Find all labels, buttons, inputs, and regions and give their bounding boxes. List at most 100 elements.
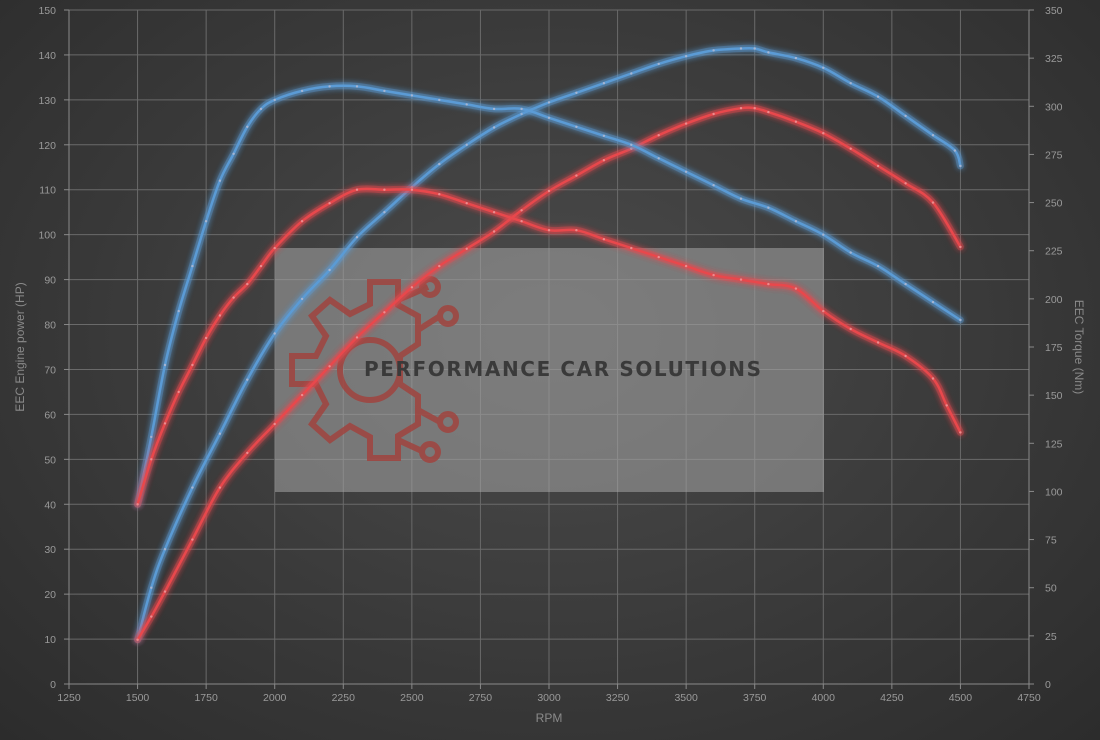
y-right-tick-label: 225 bbox=[1045, 246, 1063, 258]
series-point bbox=[218, 179, 222, 182]
series-point bbox=[273, 98, 276, 102]
series-3-left-axis bbox=[134, 185, 964, 508]
series-1-right-axis bbox=[134, 104, 964, 644]
series-point bbox=[822, 132, 825, 135]
series-layer bbox=[134, 44, 964, 644]
series-point bbox=[822, 309, 825, 313]
x-tick-label: 2750 bbox=[469, 692, 493, 704]
y-left-tick-label: 100 bbox=[38, 230, 56, 242]
series-point bbox=[904, 182, 907, 185]
y-right-tick-label: 125 bbox=[1045, 438, 1063, 450]
y-left-tick-label: 60 bbox=[44, 409, 56, 421]
y-left-tick-label: 40 bbox=[44, 499, 56, 511]
series-point bbox=[273, 332, 276, 335]
series-point bbox=[822, 66, 825, 70]
series-point bbox=[931, 300, 935, 304]
series-point bbox=[753, 47, 756, 50]
y-right-tick-label: 75 bbox=[1045, 535, 1057, 547]
y-right-tick-label: 100 bbox=[1045, 486, 1063, 498]
series-point bbox=[191, 363, 194, 367]
series-point bbox=[383, 188, 386, 191]
series-point bbox=[204, 220, 208, 223]
series-point bbox=[136, 503, 139, 506]
series-point bbox=[191, 538, 194, 541]
series-point bbox=[849, 251, 852, 254]
series-point bbox=[630, 143, 633, 146]
series-point bbox=[177, 309, 180, 313]
x-tick-label: 3250 bbox=[606, 692, 630, 704]
series-point bbox=[739, 278, 743, 281]
series-point bbox=[273, 422, 276, 426]
series-point bbox=[273, 246, 276, 250]
series-point bbox=[547, 101, 551, 104]
series-point bbox=[355, 188, 359, 191]
y-left-tick-label: 30 bbox=[44, 544, 56, 556]
series-0-right-axis bbox=[134, 44, 964, 644]
series-line bbox=[136, 84, 962, 506]
x-tick-label: 2250 bbox=[332, 692, 356, 704]
series-point bbox=[684, 264, 688, 268]
x-tick-label: 1500 bbox=[126, 692, 150, 704]
series-point bbox=[712, 273, 715, 277]
series-point bbox=[794, 220, 798, 223]
y-right-tick-label: 0 bbox=[1045, 679, 1051, 691]
series-point bbox=[177, 390, 180, 394]
series-point bbox=[822, 233, 825, 236]
series-point bbox=[465, 202, 468, 205]
series-point bbox=[739, 197, 743, 200]
y-left-tick-label: 140 bbox=[38, 50, 56, 62]
series-point bbox=[739, 47, 743, 50]
y-right-tick-label: 50 bbox=[1045, 583, 1057, 595]
series-point bbox=[520, 209, 523, 212]
series-point bbox=[602, 159, 606, 162]
series-line bbox=[136, 46, 962, 641]
series-point bbox=[712, 184, 715, 187]
series-point bbox=[383, 311, 386, 314]
series-point bbox=[630, 246, 633, 250]
series-point bbox=[465, 143, 468, 146]
series-point bbox=[575, 229, 578, 232]
series-point bbox=[876, 164, 880, 168]
series-point bbox=[438, 98, 441, 102]
y-left-tick-label: 20 bbox=[44, 589, 56, 601]
series-point bbox=[204, 336, 208, 340]
y-left-tick-label: 80 bbox=[44, 320, 56, 332]
series-point bbox=[876, 341, 880, 344]
series-point bbox=[712, 112, 715, 116]
series-point bbox=[438, 162, 441, 166]
series-point bbox=[767, 282, 770, 286]
series-point bbox=[355, 336, 359, 339]
y-left-tick-label: 70 bbox=[44, 364, 56, 376]
x-tick-label: 4000 bbox=[812, 692, 836, 704]
series-point bbox=[218, 432, 222, 435]
series-point bbox=[945, 404, 948, 407]
series-point bbox=[876, 264, 880, 268]
series-point bbox=[739, 107, 743, 110]
series-point bbox=[953, 149, 957, 152]
watermark-box bbox=[275, 248, 824, 492]
series-point bbox=[232, 296, 235, 299]
series-point bbox=[163, 590, 167, 593]
series-point bbox=[959, 245, 962, 249]
series-point bbox=[931, 377, 935, 380]
series-point bbox=[246, 282, 249, 286]
series-point bbox=[492, 230, 496, 233]
series-point bbox=[794, 120, 798, 123]
series-point bbox=[767, 206, 770, 209]
series-point bbox=[259, 264, 263, 268]
y-left-tick-label: 0 bbox=[50, 679, 56, 691]
y-right-axis-title: EEC Torque (Nm) bbox=[1072, 300, 1086, 394]
series-point bbox=[575, 125, 578, 128]
series-point bbox=[328, 85, 331, 88]
series-point bbox=[492, 107, 496, 111]
y-right-tick-label: 175 bbox=[1045, 342, 1063, 354]
series-2-left-axis bbox=[134, 82, 964, 508]
y-right-tick-label: 350 bbox=[1045, 5, 1063, 17]
y-right-tick-label: 300 bbox=[1045, 101, 1063, 113]
series-point bbox=[794, 287, 798, 290]
series-point bbox=[959, 318, 962, 322]
x-tick-label: 3750 bbox=[743, 692, 767, 704]
y-left-tick-label: 110 bbox=[39, 185, 56, 197]
y-left-tick-label: 130 bbox=[38, 95, 56, 107]
series-point bbox=[657, 157, 660, 160]
